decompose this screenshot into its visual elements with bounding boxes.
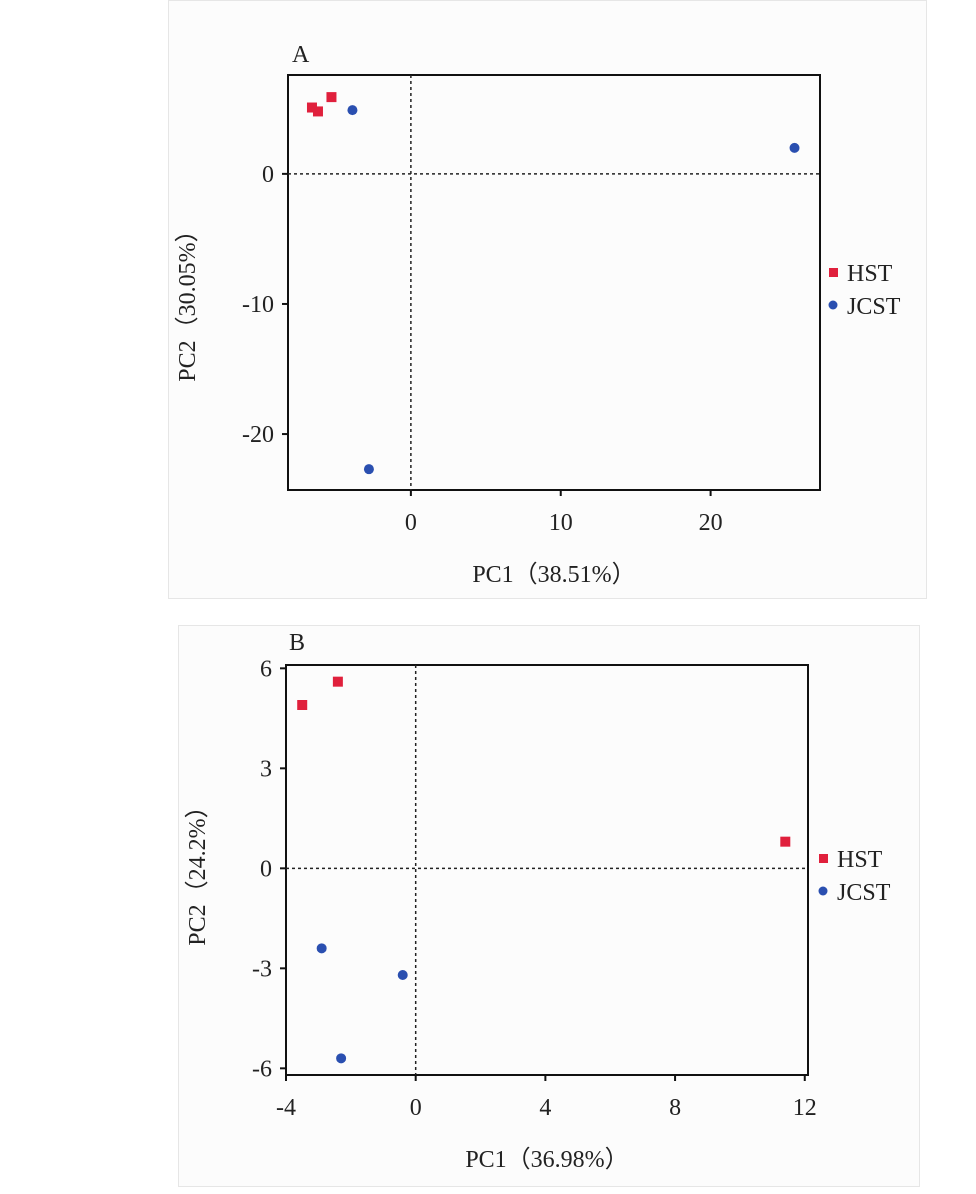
legend-marker-jcst — [828, 300, 838, 310]
data-point-hst — [297, 700, 308, 710]
y-tick-label: 6 — [260, 656, 272, 682]
x-tick-label: 0 — [410, 1095, 422, 1121]
y-tick-label: 0 — [260, 856, 272, 882]
data-point-jcst — [397, 970, 408, 980]
legend-marker-hst — [829, 268, 838, 277]
x-tick-label: 0 — [405, 510, 417, 536]
data-point-hst — [780, 836, 791, 847]
plot-frame — [285, 664, 809, 1076]
y-tick-label: 3 — [260, 756, 272, 782]
legend-label-hst: HST — [837, 847, 883, 873]
data-point-jcst — [363, 464, 374, 475]
y-axis-label: PC2（30.05%） — [175, 218, 201, 381]
y-tick-label: -3 — [252, 956, 272, 982]
y-tick-label: -20 — [242, 422, 274, 448]
data-point-jcst — [336, 1053, 347, 1064]
panel-label: B — [289, 630, 305, 656]
data-point-hst — [312, 106, 323, 117]
y-tick-label: -6 — [252, 1056, 272, 1082]
y-tick-label: -10 — [242, 292, 274, 318]
plot-frame — [287, 74, 821, 491]
panel-b — [178, 625, 920, 1187]
x-tick-label: 12 — [793, 1095, 817, 1121]
x-tick-label: 20 — [699, 510, 723, 536]
legend-label-jcst: JCST — [847, 294, 901, 320]
y-axis-label: PC2（24.2%） — [185, 794, 211, 945]
legend-label-hst: HST — [847, 261, 893, 287]
x-axis-label: PC1（36.98%） — [465, 1147, 628, 1173]
x-axis-label: PC1（38.51%） — [472, 562, 635, 588]
data-point-jcst — [316, 943, 327, 954]
data-point-hst — [332, 676, 343, 687]
legend-label-jcst: JCST — [837, 880, 891, 906]
panel-a — [168, 0, 927, 599]
data-point-hst — [326, 92, 337, 103]
legend-marker-hst — [819, 854, 828, 863]
panel-label: A — [292, 42, 310, 68]
x-tick-label: 10 — [549, 510, 573, 536]
data-point-hst — [306, 102, 317, 113]
data-point-jcst — [347, 105, 358, 116]
data-point-jcst — [789, 142, 800, 153]
x-tick-label: 4 — [539, 1095, 551, 1121]
y-tick-label: 0 — [262, 162, 274, 188]
x-tick-label: -4 — [276, 1095, 296, 1121]
legend-marker-jcst — [818, 886, 828, 896]
x-tick-label: 8 — [669, 1095, 681, 1121]
